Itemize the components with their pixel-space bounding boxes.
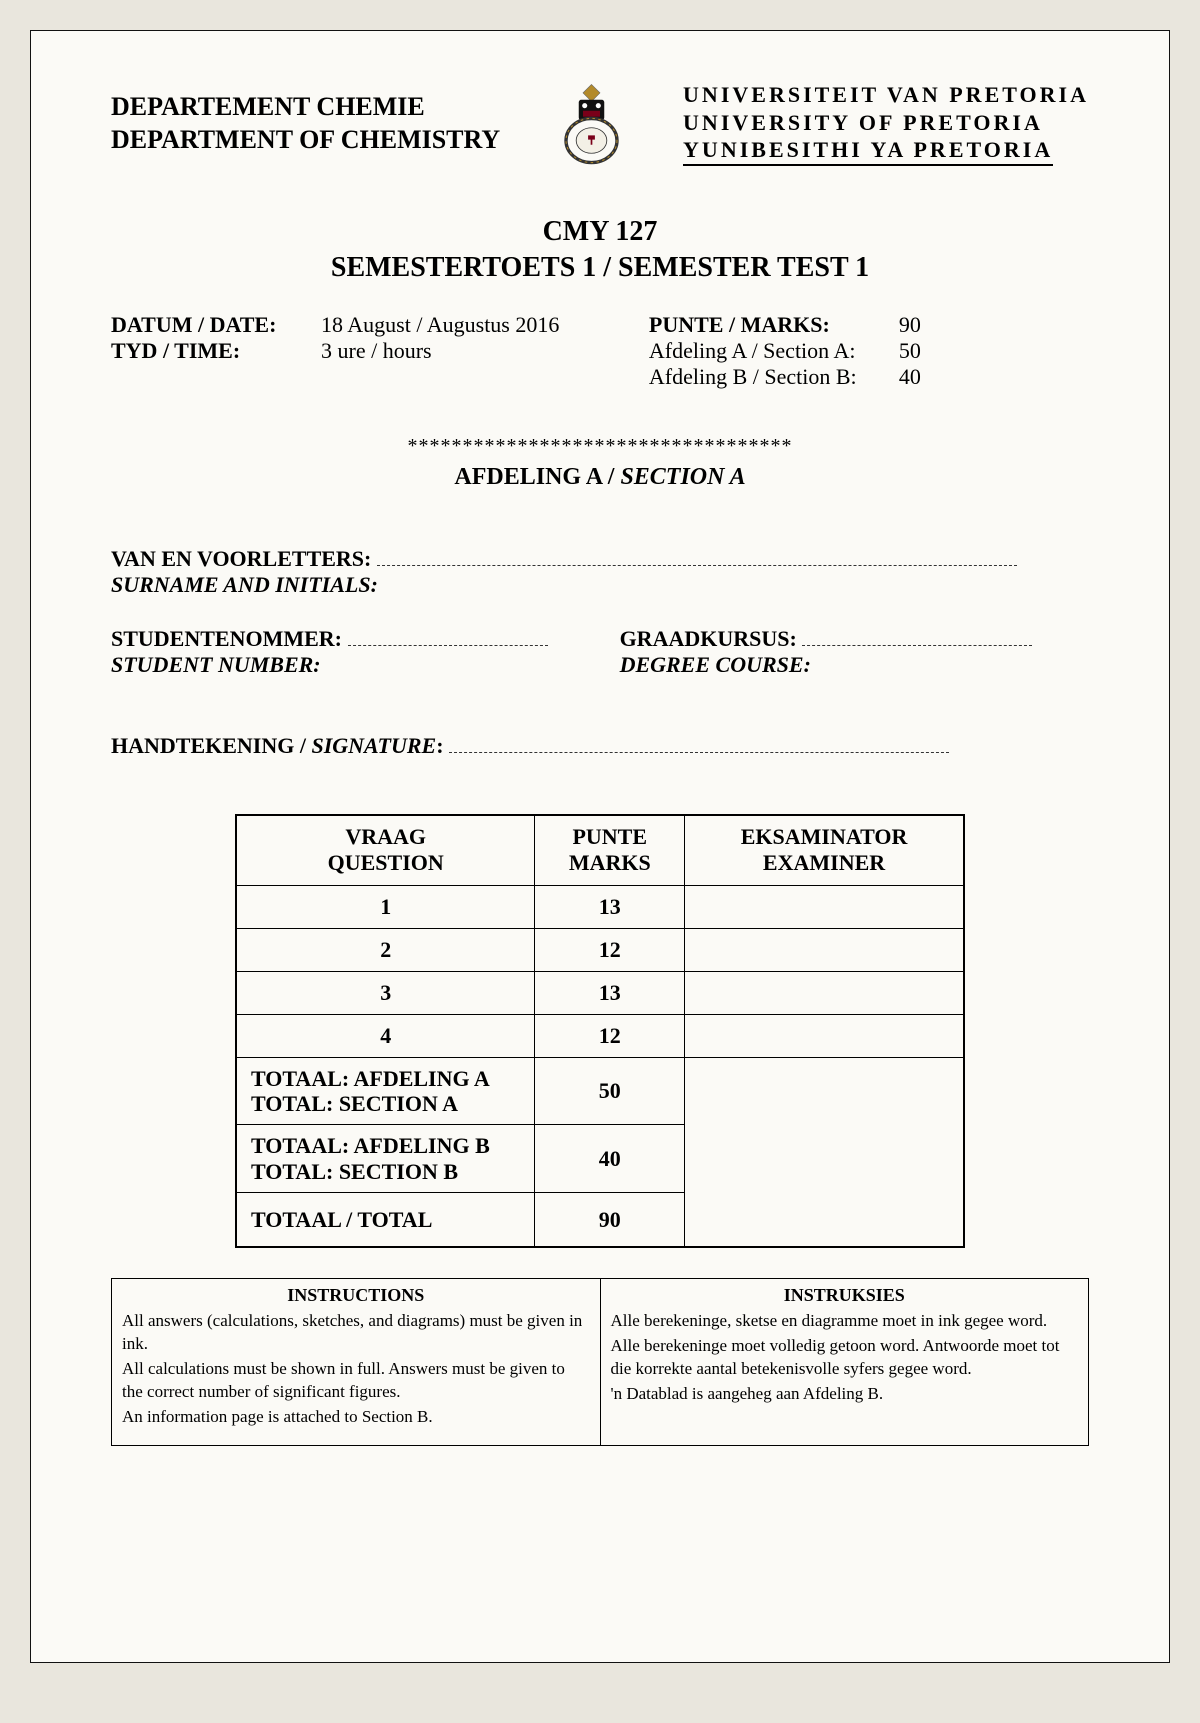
university-crest-icon: [549, 81, 634, 166]
table-row: 1 13: [236, 885, 964, 928]
examiner-cell[interactable]: [685, 1014, 964, 1057]
total-a-label: TOTAAL: AFDELING A TOTAL: SECTION A: [236, 1057, 535, 1125]
test-name: SEMESTERTOETS 1 / SEMESTER TEST 1: [111, 252, 1089, 284]
grand-total-value: 90: [535, 1192, 685, 1247]
instructions-en: INSTRUCTIONS All answers (calculations, …: [112, 1279, 600, 1445]
instructions-en-line: All calculations must be shown in full. …: [122, 1358, 590, 1404]
section-a-heading-em: SECTION A: [620, 464, 745, 490]
degree-course-field: GRAADKURSUS: DEGREE COURSE:: [620, 626, 1089, 678]
total-b-af: TOTAAL: AFDELING B: [251, 1133, 490, 1158]
col-examiner-en: EXAMINER: [763, 850, 885, 875]
department-block: DEPARTEMENT CHEMIE DEPARTMENT OF CHEMIST…: [111, 91, 500, 156]
exam-cover-page: DEPARTEMENT CHEMIE DEPARTMENT OF CHEMIST…: [30, 30, 1170, 1663]
time-label: TYD / TIME:: [111, 338, 321, 364]
col-question: VRAAG QUESTION: [236, 815, 535, 885]
signature-label-en: SIGNATURE: [311, 733, 436, 758]
surname-label-af: VAN EN VOORLETTERS:: [111, 546, 371, 571]
table-row: 3 13: [236, 971, 964, 1014]
section-b-label: Afdeling B / Section B:: [649, 364, 889, 390]
department-af: DEPARTEMENT CHEMIE: [111, 91, 500, 124]
exam-info-left: DATUM / DATE: 18 August / Augustus 2016 …: [111, 312, 649, 390]
instructions-af: INSTRUKSIES Alle berekeninge, sketse en …: [600, 1279, 1089, 1445]
section-b-value: 40: [899, 364, 939, 390]
student-fields: VAN EN VOORLETTERS: SURNAME AND INITIALS…: [111, 546, 1089, 678]
table-total-row: TOTAAL: AFDELING A TOTAL: SECTION A 50: [236, 1057, 964, 1125]
table-row: 4 12: [236, 1014, 964, 1057]
university-en: UNIVERSITY OF PRETORIA: [683, 109, 1089, 137]
surname-field: VAN EN VOORLETTERS: SURNAME AND INITIALS…: [111, 546, 1089, 598]
instructions-af-line: Alle berekeninge moet volledig getoon wo…: [611, 1335, 1079, 1381]
exam-info: DATUM / DATE: 18 August / Augustus 2016 …: [111, 312, 1089, 390]
marks-label: PUNTE / MARKS:: [649, 312, 889, 338]
examiner-cell[interactable]: [685, 928, 964, 971]
section-a-value: 50: [899, 338, 939, 364]
date-value: 18 August / Augustus 2016: [321, 312, 559, 338]
section-a-label: Afdeling A / Section A:: [649, 338, 889, 364]
col-question-af: VRAAG: [345, 824, 426, 849]
university-ts: YUNIBESITHI YA PRETORIA: [683, 136, 1053, 166]
q-cell: 1: [236, 885, 535, 928]
marks-table: VRAAG QUESTION PUNTE MARKS EKSAMINATOR E…: [235, 814, 965, 1248]
signature-label-af: HANDTEKENING /: [111, 733, 311, 758]
time-value: 3 ure / hours: [321, 338, 432, 364]
col-marks-en: MARKS: [569, 850, 651, 875]
student-number-field: STUDENTENOMMER: STUDENT NUMBER:: [111, 626, 580, 678]
q-cell: 4: [236, 1014, 535, 1057]
divider-stars: ***********************************: [111, 435, 1089, 458]
m-cell: 13: [535, 885, 685, 928]
instructions-af-title: INSTRUKSIES: [611, 1285, 1079, 1306]
instructions-en-line: All answers (calculations, sketches, and…: [122, 1310, 590, 1356]
surname-label-en: SURNAME AND INITIALS:: [111, 572, 1089, 598]
degree-course-label-en: DEGREE COURSE:: [620, 652, 1089, 678]
degree-course-label-af: GRAADKURSUS:: [620, 626, 797, 651]
instructions-en-title: INSTRUCTIONS: [122, 1285, 590, 1306]
instructions-af-line: 'n Datablad is aangeheg aan Afdeling B.: [611, 1383, 1079, 1406]
col-examiner: EKSAMINATOR EXAMINER: [685, 815, 964, 885]
instructions-box: INSTRUCTIONS All answers (calculations, …: [111, 1278, 1089, 1446]
col-question-en: QUESTION: [328, 850, 444, 875]
total-examiner-cell[interactable]: [685, 1057, 964, 1247]
section-a-heading: AFDELING A / SECTION A: [111, 464, 1089, 491]
instructions-af-line: Alle berekeninge, sketse en diagramme mo…: [611, 1310, 1079, 1333]
grand-total-label: TOTAAL / TOTAL: [236, 1192, 535, 1247]
instructions-en-line: An information page is attached to Secti…: [122, 1406, 590, 1429]
student-number-label-en: STUDENT NUMBER:: [111, 652, 580, 678]
col-marks-af: PUNTE: [572, 824, 647, 849]
university-name-block: UNIVERSITEIT VAN PRETORIA UNIVERSITY OF …: [683, 81, 1089, 166]
signature-colon: :: [436, 733, 443, 758]
page-header: DEPARTEMENT CHEMIE DEPARTMENT OF CHEMIST…: [111, 81, 1089, 166]
total-a-value: 50: [535, 1057, 685, 1125]
surname-input-line[interactable]: [377, 548, 1017, 566]
m-cell: 12: [535, 1014, 685, 1057]
m-cell: 13: [535, 971, 685, 1014]
title-block: CMY 127 SEMESTERTOETS 1 / SEMESTER TEST …: [111, 216, 1089, 284]
signature-field: HANDTEKENING / SIGNATURE:: [111, 733, 1089, 759]
col-marks: PUNTE MARKS: [535, 815, 685, 885]
student-number-label-af: STUDENTENOMMER:: [111, 626, 342, 651]
total-b-label: TOTAAL: AFDELING B TOTAL: SECTION B: [236, 1125, 535, 1193]
total-a-af: TOTAAL: AFDELING A: [251, 1066, 490, 1091]
q-cell: 2: [236, 928, 535, 971]
department-en: DEPARTMENT OF CHEMISTRY: [111, 124, 500, 157]
date-label: DATUM / DATE:: [111, 312, 321, 338]
m-cell: 12: [535, 928, 685, 971]
university-af: UNIVERSITEIT VAN PRETORIA: [683, 81, 1089, 109]
table-row: 2 12: [236, 928, 964, 971]
total-b-value: 40: [535, 1125, 685, 1193]
total-b-en: TOTAL: SECTION B: [251, 1159, 458, 1184]
examiner-cell[interactable]: [685, 885, 964, 928]
course-code: CMY 127: [111, 216, 1089, 248]
signature-input-line[interactable]: [449, 735, 949, 753]
col-examiner-af: EKSAMINATOR: [741, 824, 908, 849]
degree-course-input-line[interactable]: [802, 628, 1032, 646]
section-a-heading-normal: AFDELING A /: [454, 464, 620, 490]
student-number-input-line[interactable]: [348, 628, 548, 646]
q-cell: 3: [236, 971, 535, 1014]
total-a-en: TOTAL: SECTION A: [251, 1091, 458, 1116]
marks-value: 90: [899, 312, 939, 338]
examiner-cell[interactable]: [685, 971, 964, 1014]
marks-table-header-row: VRAAG QUESTION PUNTE MARKS EKSAMINATOR E…: [236, 815, 964, 885]
exam-info-right: PUNTE / MARKS: 90 Afdeling A / Section A…: [649, 312, 1089, 390]
